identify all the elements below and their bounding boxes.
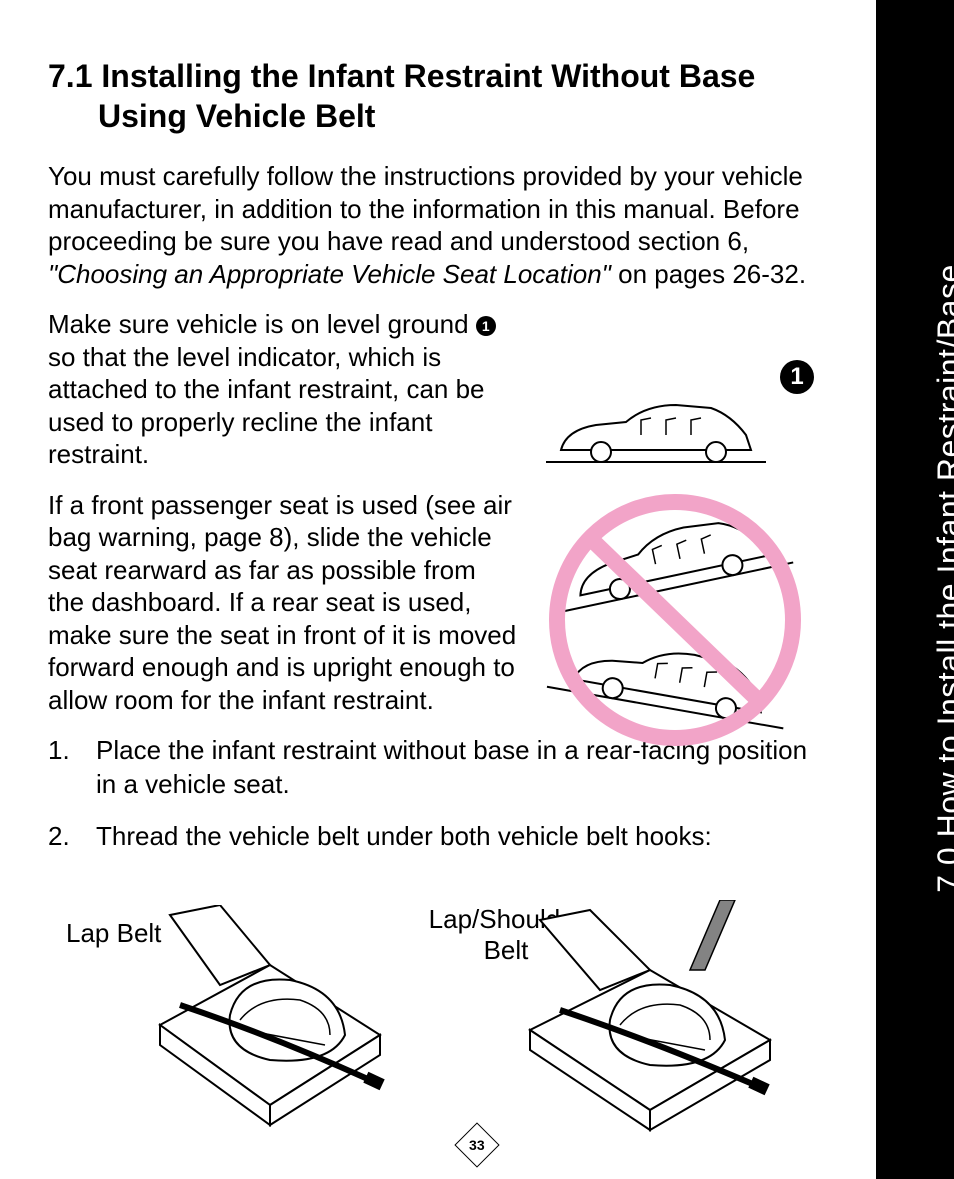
figure-callout-one: 1 (780, 360, 814, 394)
intro-italic: "Choosing an Appropriate Vehicle Seat Lo… (48, 259, 611, 289)
lap-belt-figure (150, 905, 400, 1140)
intro-post: on pages 26-32. (611, 259, 806, 289)
callout-one-icon: 1 (476, 316, 496, 336)
heading-line1: 7.1 Installing the Infant Restraint With… (48, 58, 755, 94)
level-ground-paragraph: Make sure vehicle is on level ground 1 s… (48, 308, 518, 471)
step-2-text: Thread the vehicle belt under both vehic… (96, 821, 712, 851)
page-number: 33 (461, 1129, 493, 1161)
heading-line2: Using Vehicle Belt (48, 96, 808, 136)
para2-post: so that the level indicator, which is at… (48, 342, 485, 470)
step-2-num: 2. (48, 820, 70, 854)
step-1-num: 1. (48, 734, 70, 768)
front-seat-paragraph: If a front passenger seat is used (see a… (48, 489, 518, 717)
lapshoulder-belt-figure (520, 900, 810, 1145)
para2-pre: Make sure vehicle is on level ground (48, 309, 476, 339)
callout-one-big-icon: 1 (780, 360, 814, 394)
intro-paragraph: You must carefully follow the instructio… (48, 160, 808, 290)
page-number-text: 33 (469, 1137, 485, 1153)
page-number-diamond-icon: 33 (454, 1122, 499, 1167)
section-sidebar: 7.0 How to Install the Infant Restraint/… (876, 0, 954, 1179)
level-car-figure (546, 390, 766, 475)
lap-belt-label: Lap Belt (66, 918, 161, 949)
section-heading: 7.1 Installing the Infant Restraint With… (48, 56, 808, 136)
section-sidebar-title: 7.0 How to Install the Infant Restraint/… (931, 264, 954, 893)
step-2: 2. Thread the vehicle belt under both veh… (48, 820, 808, 854)
prohibit-slope-figure (530, 490, 820, 765)
intro-pre: You must carefully follow the instructio… (48, 161, 803, 256)
